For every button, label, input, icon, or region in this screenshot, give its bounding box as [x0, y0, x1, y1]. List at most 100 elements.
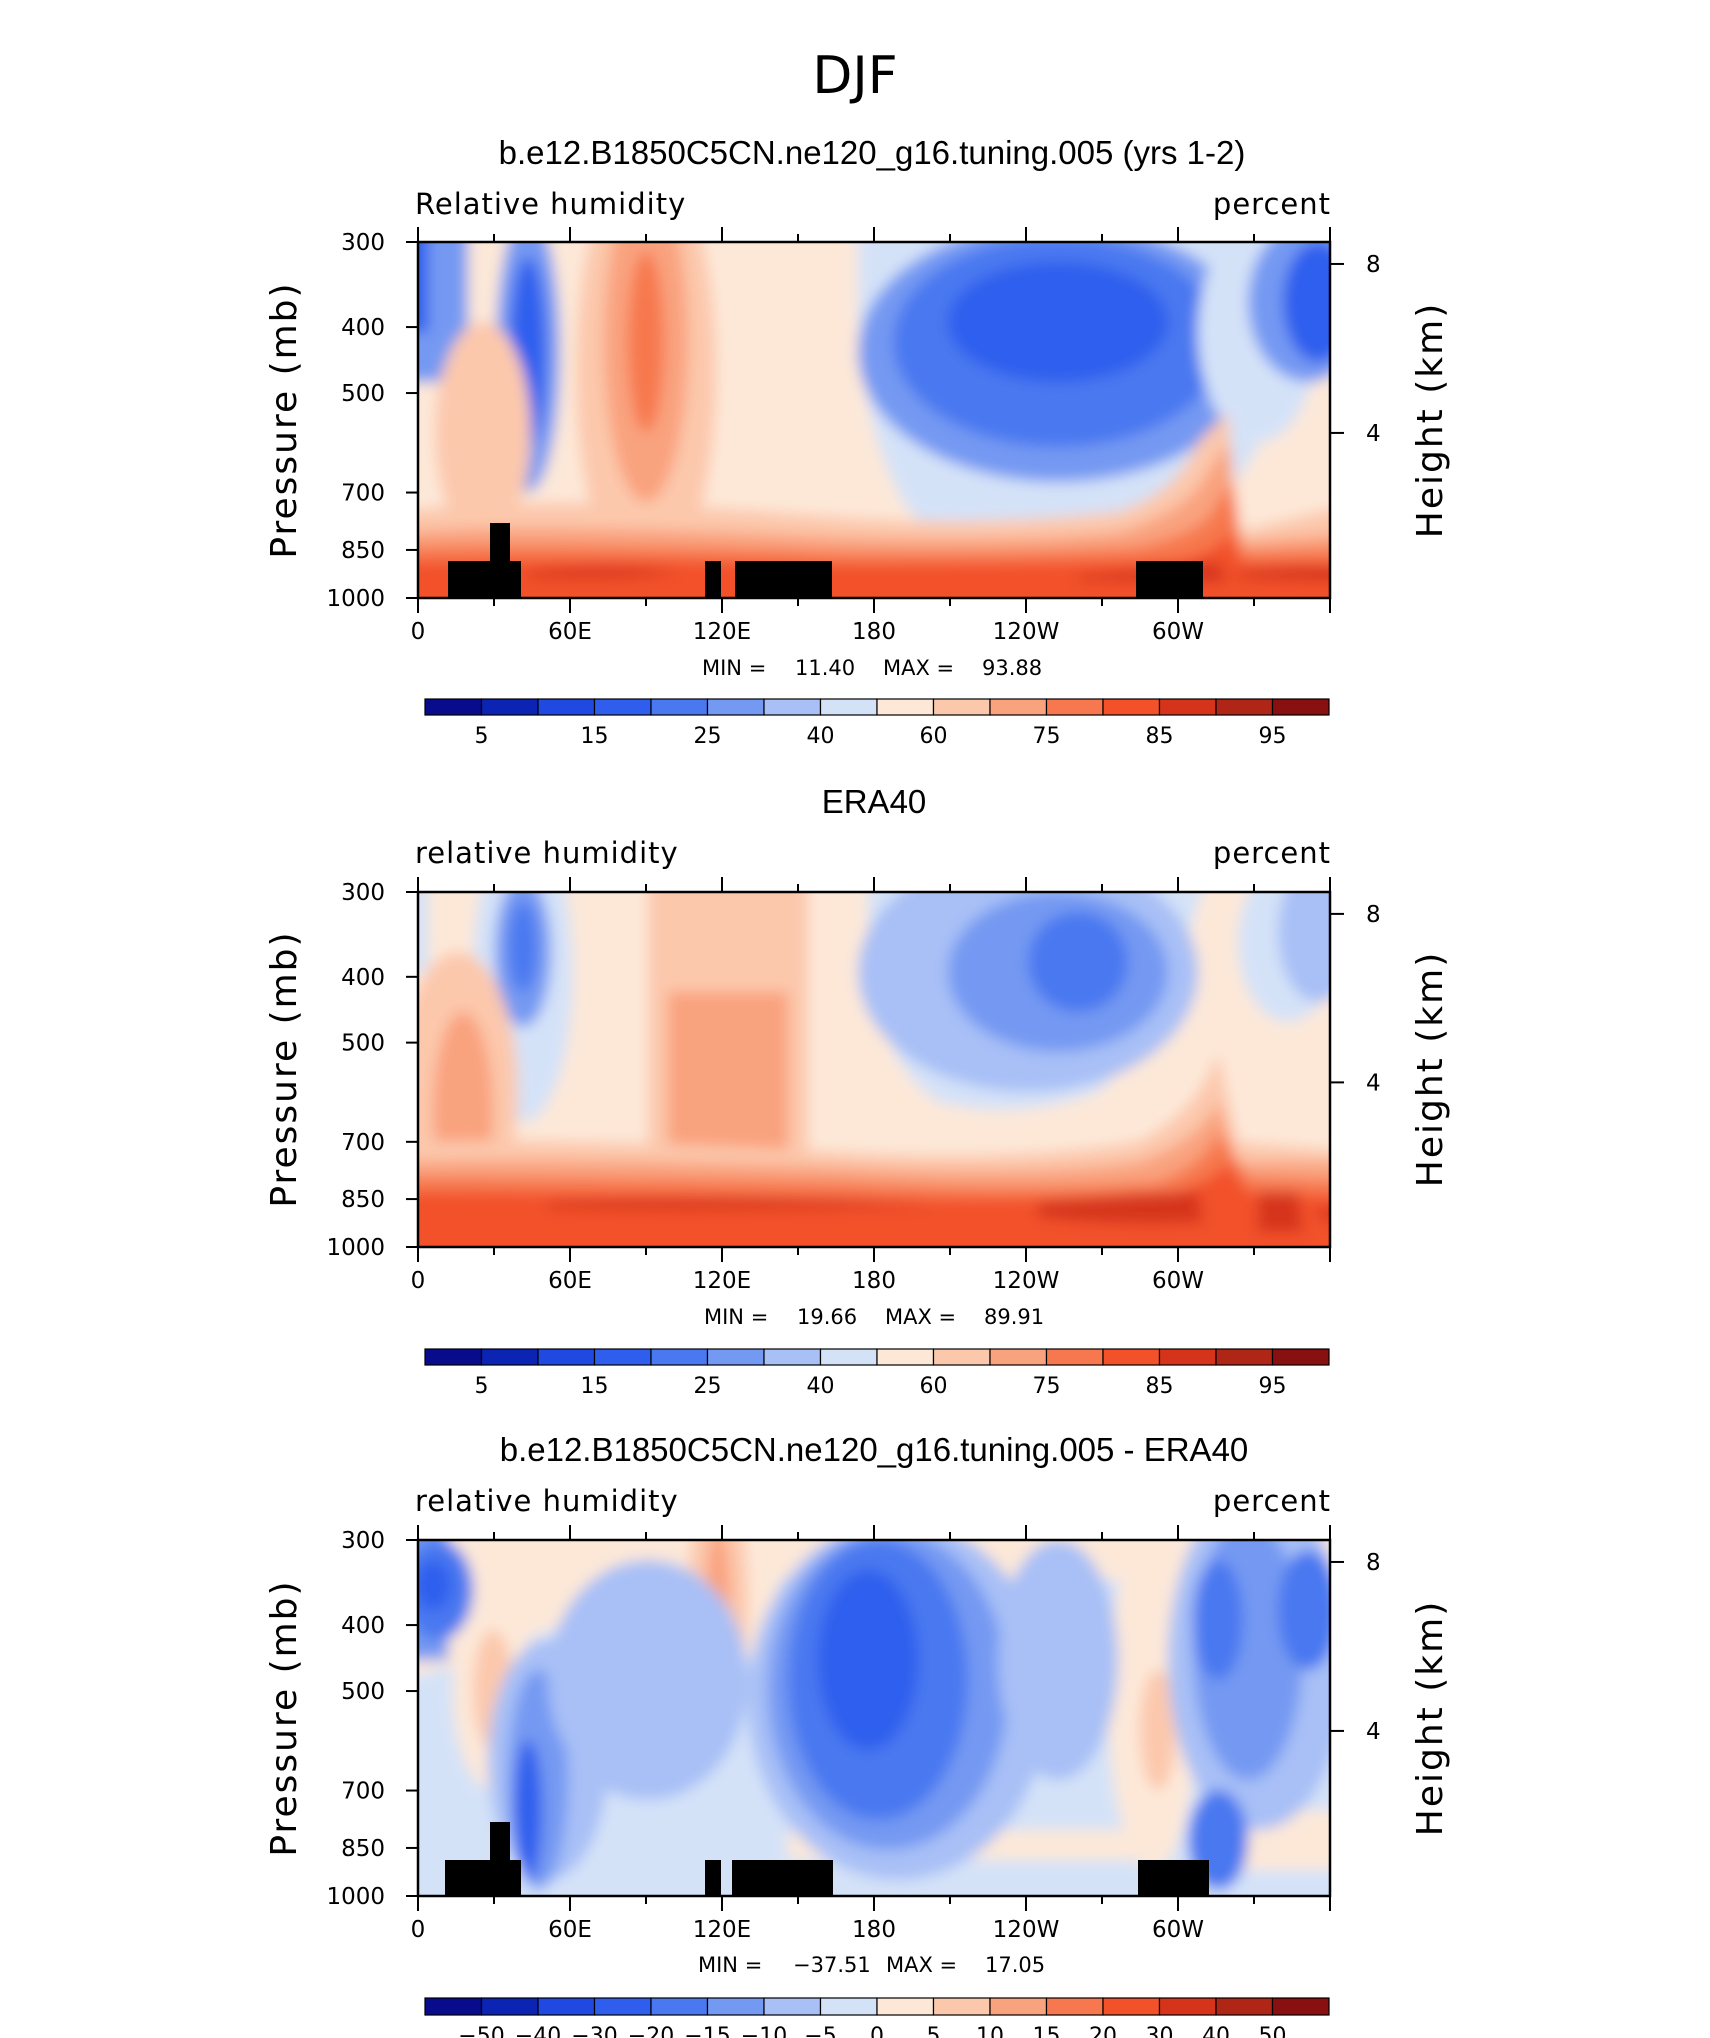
colorbar-swatch	[932, 698, 991, 716]
y-tick-label: 300	[341, 1528, 385, 1554]
x-tick-label: 60E	[548, 619, 592, 645]
panel-3-ylabel: Pressure (mb)	[264, 1579, 305, 1856]
panel-1-max-value: 93.88	[982, 656, 1042, 680]
colorbar-swatch	[1215, 1348, 1274, 1366]
x-tick-label: 60E	[548, 1268, 592, 1294]
panel-1-colorbar: 5 15 25 40 60 75 85 95	[424, 698, 1330, 749]
colorbar-swatch	[1271, 1997, 1330, 2016]
x-tick-label: 60E	[548, 1917, 592, 1943]
panel-3-max-label: MAX =	[886, 1953, 957, 1977]
colorbar-swatch	[989, 1348, 1048, 1366]
colorbar-swatch	[706, 1997, 765, 2016]
panel-3-units-label: percent	[1213, 1484, 1331, 1518]
colorbar-swatch	[1045, 698, 1104, 716]
colorbar-label: −10	[741, 2024, 787, 2038]
panel-3-axes: 0 60E 120E 180 120W 60W 300 400 500 700 850 1000 8 4	[326, 1525, 1381, 1943]
colorbar-label: 40	[1202, 2024, 1230, 2038]
colorbar-label: −5	[804, 2024, 836, 2038]
colorbar-swatch	[1102, 1997, 1161, 2016]
colorbar-swatch	[989, 1997, 1048, 2016]
panel-1-variable-label: Relative humidity	[415, 187, 686, 221]
colorbar-swatch	[989, 698, 1048, 716]
y-tick-label: 1000	[326, 1884, 385, 1910]
panel-2-min-label: MIN =	[704, 1305, 768, 1329]
y-right-tick-label: 8	[1366, 902, 1381, 928]
x-tick-label: 120W	[993, 619, 1060, 645]
colorbar-swatch	[1158, 1348, 1217, 1366]
colorbar-swatch	[593, 1348, 652, 1366]
colorbar-swatch	[1215, 1997, 1274, 2016]
colorbar-label: −30	[571, 2024, 617, 2038]
panel-2-title: ERA40	[822, 783, 927, 820]
colorbar-swatch	[876, 698, 935, 716]
colorbar-label: 30	[1146, 2024, 1174, 2038]
colorbar-swatch	[480, 1997, 539, 2016]
colorbar-swatch	[706, 698, 765, 716]
colorbar-swatch	[537, 1997, 596, 2016]
colorbar-label: 15	[1033, 2024, 1061, 2038]
panel-2-units-label: percent	[1213, 836, 1331, 870]
colorbar-label: 15	[581, 1374, 609, 1399]
panel-2-variable-label: relative humidity	[415, 836, 679, 870]
y-right-tick-label: 4	[1366, 1719, 1381, 1745]
panel-1-min-value: 11.40	[795, 656, 855, 680]
colorbar-swatch	[1271, 698, 1330, 716]
x-tick-label: 120E	[693, 1917, 751, 1943]
x-tick-label: 0	[411, 1268, 426, 1294]
colorbar-swatch	[1271, 1348, 1330, 1366]
colorbar-swatch	[424, 1348, 483, 1366]
y-tick-label: 500	[341, 1679, 385, 1705]
panel-1-max-label: MAX =	[883, 656, 954, 680]
colorbar-swatch	[819, 1997, 878, 2016]
panel-3-colorbar: −50 −40 −30 −20 −15 −10 −5 0 5 10 15 20 30 40 50	[424, 1997, 1330, 2038]
colorbar-swatch	[1045, 1348, 1104, 1366]
x-tick-label: 60W	[1152, 619, 1204, 645]
colorbar-swatch	[763, 1348, 822, 1366]
y-tick-label: 500	[341, 1031, 385, 1057]
panel-1-title: b.e12.B1850C5CN.ne120_g16.tuning.005 (yr…	[499, 134, 1246, 171]
panel-3-max-value: 17.05	[985, 1953, 1045, 1977]
panel-1-units-label: percent	[1213, 187, 1331, 221]
panel-1-plot-area	[418, 242, 1330, 598]
x-tick-label: 120E	[693, 1268, 751, 1294]
colorbar-label: −15	[684, 2024, 730, 2038]
x-tick-label: 180	[852, 1917, 896, 1943]
colorbar-swatch	[1102, 1348, 1161, 1366]
colorbar-label: 85	[1146, 1374, 1174, 1399]
panel-2-max-label: MAX =	[885, 1305, 956, 1329]
colorbar-label: 50	[1259, 2024, 1287, 2038]
y-tick-label: 700	[341, 481, 385, 507]
colorbar-label: 5	[927, 2024, 941, 2038]
panel-2-max-value: 89.91	[984, 1305, 1044, 1329]
x-tick-label: 0	[411, 619, 426, 645]
y-right-tick-label: 8	[1366, 252, 1381, 278]
panel-3-variable-label: relative humidity	[415, 1484, 679, 1518]
colorbar-swatch	[819, 1348, 878, 1366]
colorbar-label: 15	[581, 724, 609, 749]
colorbar-label: 75	[1033, 724, 1061, 749]
colorbar-swatch	[1158, 698, 1217, 716]
colorbar-label: 95	[1259, 724, 1287, 749]
y-right-tick-label: 4	[1366, 1070, 1381, 1096]
y-tick-label: 1000	[326, 586, 385, 612]
x-tick-label: 180	[852, 619, 896, 645]
colorbar-swatch	[819, 698, 878, 716]
colorbar-swatch	[1102, 698, 1161, 716]
colorbar-swatch	[480, 1348, 539, 1366]
panel-1: b.e12.B1850C5CN.ne120_g16.tuning.005 (yr…	[264, 134, 1451, 749]
x-tick-label: 60W	[1152, 1917, 1204, 1943]
panel-2-plot-area	[418, 892, 1330, 1247]
panel-3: b.e12.B1850C5CN.ne120_g16.tuning.005 - E…	[264, 1431, 1451, 2038]
colorbar-label: 40	[807, 1374, 835, 1399]
colorbar-label: 5	[475, 1374, 489, 1399]
colorbar-label: −50	[458, 2024, 504, 2038]
x-tick-label: 120E	[693, 619, 751, 645]
y-right-tick-label: 8	[1366, 1550, 1381, 1576]
colorbar-swatch	[650, 1997, 709, 2016]
panel-2-ylabel-right: Height (km)	[1410, 951, 1451, 1187]
y-tick-label: 700	[341, 1779, 385, 1805]
x-tick-label: 180	[852, 1268, 896, 1294]
y-tick-label: 500	[341, 381, 385, 407]
colorbar-swatch	[537, 1348, 596, 1366]
y-tick-label: 400	[341, 315, 385, 341]
